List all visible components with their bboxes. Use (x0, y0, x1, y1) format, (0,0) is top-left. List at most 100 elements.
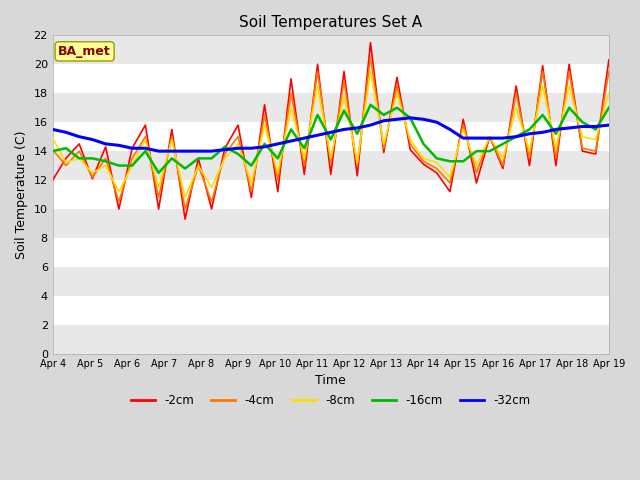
-8cm (155, 184, 163, 190)
-4cm (579, 145, 586, 151)
-16cm (260, 141, 268, 147)
-2cm (314, 61, 321, 67)
-8cm (367, 69, 374, 74)
-32cm (486, 135, 493, 141)
-8cm (605, 90, 612, 96)
-16cm (141, 148, 149, 154)
-4cm (155, 194, 163, 200)
-8cm (393, 90, 401, 96)
-8cm (525, 148, 533, 154)
-8cm (433, 160, 440, 166)
-8cm (115, 189, 123, 194)
-8cm (472, 163, 480, 168)
-16cm (115, 163, 123, 168)
-2cm (433, 170, 440, 176)
-8cm (181, 194, 189, 200)
-8cm (513, 105, 520, 110)
-16cm (62, 145, 70, 151)
-32cm (155, 148, 163, 154)
-32cm (287, 138, 295, 144)
-2cm (353, 173, 361, 179)
-4cm (260, 112, 268, 118)
-4cm (420, 158, 428, 164)
Bar (52, 180, 609, 209)
-4cm (592, 148, 600, 154)
-32cm (433, 120, 440, 125)
-8cm (420, 156, 428, 161)
-8cm (260, 122, 268, 128)
-2cm (195, 156, 202, 161)
-4cm (406, 141, 414, 147)
-2cm (605, 57, 612, 63)
Line: -32cm: -32cm (52, 118, 609, 151)
-2cm (592, 151, 600, 157)
-32cm (380, 118, 388, 124)
-16cm (353, 131, 361, 137)
-8cm (327, 156, 335, 161)
-8cm (274, 170, 282, 176)
-16cm (327, 137, 335, 143)
-16cm (486, 148, 493, 154)
-32cm (472, 135, 480, 141)
-8cm (49, 135, 56, 141)
-8cm (128, 163, 136, 168)
-16cm (420, 141, 428, 147)
-2cm (168, 127, 176, 132)
-2cm (340, 69, 348, 74)
-4cm (353, 163, 361, 168)
-8cm (168, 137, 176, 143)
-2cm (300, 171, 308, 177)
-32cm (128, 145, 136, 151)
-2cm (486, 134, 493, 140)
-8cm (406, 137, 414, 143)
-16cm (76, 156, 83, 161)
Title: Soil Temperatures Set A: Soil Temperatures Set A (239, 15, 422, 30)
-8cm (76, 156, 83, 161)
-4cm (141, 134, 149, 140)
-8cm (248, 180, 255, 186)
Bar (52, 36, 609, 64)
-4cm (274, 177, 282, 183)
-16cm (49, 148, 56, 154)
-4cm (168, 134, 176, 140)
-2cm (208, 206, 216, 212)
-2cm (472, 180, 480, 186)
-8cm (195, 163, 202, 168)
-16cm (433, 156, 440, 161)
-16cm (181, 166, 189, 171)
-32cm (274, 141, 282, 147)
-32cm (552, 127, 560, 132)
Y-axis label: Soil Temperature (C): Soil Temperature (C) (15, 130, 28, 259)
-8cm (62, 160, 70, 166)
-2cm (88, 176, 96, 181)
-8cm (300, 156, 308, 161)
-4cm (525, 156, 533, 161)
-16cm (102, 158, 109, 164)
-2cm (155, 206, 163, 212)
-32cm (353, 125, 361, 131)
Bar (52, 325, 609, 354)
-2cm (539, 63, 547, 69)
-2cm (460, 117, 467, 122)
-32cm (393, 117, 401, 122)
-32cm (76, 134, 83, 140)
Line: -8cm: -8cm (52, 72, 609, 197)
-4cm (446, 180, 454, 186)
-4cm (314, 69, 321, 74)
-8cm (141, 137, 149, 143)
-16cm (393, 105, 401, 110)
-4cm (208, 199, 216, 204)
-2cm (260, 102, 268, 108)
-2cm (393, 74, 401, 80)
-16cm (195, 156, 202, 161)
-32cm (446, 127, 454, 132)
-8cm (234, 141, 242, 147)
-32cm (340, 127, 348, 132)
-8cm (592, 137, 600, 143)
-32cm (102, 141, 109, 147)
-8cm (340, 93, 348, 99)
-4cm (605, 69, 612, 74)
Bar (52, 296, 609, 325)
-16cm (525, 127, 533, 132)
Legend: -2cm, -4cm, -8cm, -16cm, -32cm: -2cm, -4cm, -8cm, -16cm, -32cm (126, 389, 535, 411)
